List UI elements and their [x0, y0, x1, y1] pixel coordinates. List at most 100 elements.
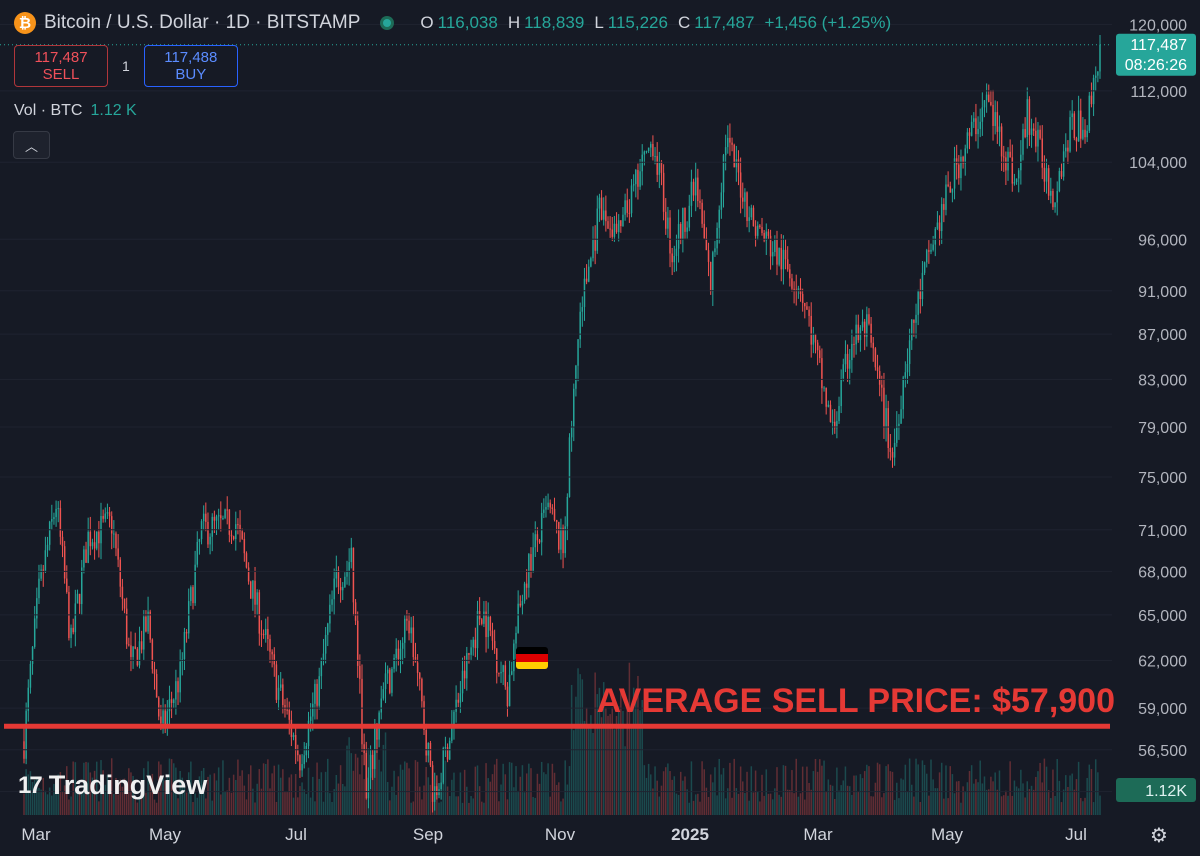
- volume-bar: [356, 757, 359, 815]
- candle-body: [177, 681, 179, 693]
- volume-bar: [1092, 802, 1095, 815]
- candle-body: [183, 632, 186, 660]
- volume-bar: [731, 797, 733, 815]
- candle-body: [442, 747, 445, 783]
- volume-bar: [478, 786, 481, 815]
- candle-body: [996, 112, 999, 132]
- symbol-header[interactable]: ₿ Bitcoin / U.S. Dollar · 1D · BITSTAMP …: [14, 12, 897, 34]
- volume-bar: [853, 775, 855, 815]
- candle-body: [500, 671, 502, 674]
- volume-legend[interactable]: Vol · BTC 1.12 K: [14, 102, 137, 120]
- volume-bar: [900, 778, 902, 815]
- candle-body: [1099, 44, 1101, 72]
- sell-button[interactable]: 117,487 SELL: [14, 45, 108, 87]
- candle-body: [312, 703, 314, 717]
- gear-icon[interactable]: ⚙: [1150, 824, 1168, 847]
- volume-bar: [656, 780, 658, 815]
- candle-body: [819, 350, 821, 359]
- candle-body: [857, 324, 860, 341]
- candle-body: [848, 360, 851, 369]
- volume-bar: [519, 776, 522, 815]
- time-tick-label: Mar: [803, 825, 833, 844]
- volume-bar: [962, 786, 964, 815]
- volume-bar: [222, 760, 224, 815]
- volume-bar: [870, 796, 872, 815]
- candle-body: [782, 249, 785, 270]
- candle-body: [645, 150, 648, 152]
- candle-body: [252, 580, 254, 599]
- volume-bar: [590, 715, 592, 815]
- volume-bar: [331, 801, 333, 815]
- collapse-legend-button[interactable]: ︿: [13, 131, 50, 159]
- candle-body: [898, 423, 900, 426]
- market-status-icon[interactable]: [380, 16, 395, 30]
- candle-body: [534, 534, 537, 548]
- candle-body: [964, 148, 966, 164]
- volume-bar: [953, 793, 956, 815]
- buy-button[interactable]: 117,488 BUY: [143, 45, 238, 87]
- candle-body: [739, 172, 742, 198]
- candle-body: [940, 204, 943, 232]
- symbol-title[interactable]: Bitcoin / U.S. Dollar · 1D · BITSTAMP: [44, 12, 361, 33]
- candle-body: [316, 683, 318, 706]
- candle-body: [883, 387, 885, 428]
- volume-bar: [540, 761, 543, 815]
- volume-bar: [545, 774, 547, 815]
- volume-bar: [1000, 796, 1003, 815]
- candle-body: [380, 698, 382, 713]
- candle-body: [562, 527, 564, 554]
- candle-body: [91, 542, 94, 547]
- volume-bar: [504, 774, 507, 815]
- order-quantity[interactable]: 1: [122, 58, 130, 74]
- volume-bar: [819, 759, 821, 815]
- volume-bar: [866, 764, 868, 815]
- volume-bar: [532, 797, 534, 815]
- candle-body: [1075, 138, 1078, 142]
- candle-body: [271, 651, 273, 655]
- volume-bar: [671, 779, 673, 815]
- candle-body: [327, 623, 329, 635]
- candle-body: [551, 507, 554, 509]
- volume-bar: [776, 767, 778, 815]
- candle-body: [425, 730, 427, 756]
- candle-body: [904, 372, 907, 378]
- volume-bar: [211, 800, 213, 815]
- candle-body: [117, 548, 119, 560]
- candle-body: [314, 683, 316, 704]
- time-axis[interactable]: Mar May Jul Sep Nov 2025 Mar May Jul: [21, 825, 1087, 844]
- candle-body: [945, 184, 947, 210]
- volume-bar: [40, 789, 42, 815]
- flag-stripe-gold: [516, 661, 548, 669]
- volume-bar: [487, 778, 489, 815]
- volume-bar: [185, 792, 188, 815]
- volume-bar: [945, 765, 947, 815]
- volume-bar: [727, 788, 729, 815]
- price-tick-label: 96,000: [1138, 232, 1187, 249]
- volume-bar: [844, 766, 847, 815]
- candle-body: [677, 224, 680, 249]
- volume-bar: [339, 765, 342, 815]
- volume-bar: [797, 796, 800, 815]
- volume-bar: [457, 796, 459, 815]
- tradingview-wordmark: TradingView: [48, 770, 208, 800]
- price-axis[interactable]: 120,000 112,000 104,000 96,000 91,000 87,000 8…: [0, 17, 1187, 802]
- volume-bar: [220, 794, 222, 815]
- candle-body: [587, 266, 590, 282]
- candle-body: [93, 542, 96, 549]
- volume-bar: [990, 776, 992, 815]
- volume-bar: [337, 783, 340, 815]
- ohlc-close-label: C: [677, 13, 691, 32]
- candle-body: [1097, 71, 1099, 76]
- volume-bar: [938, 772, 941, 815]
- candle-body: [382, 689, 385, 699]
- volume-bar: [979, 760, 981, 815]
- volume-bar: [735, 788, 738, 815]
- volume-bar: [463, 769, 466, 815]
- candle-body: [386, 669, 389, 674]
- volume-bar: [970, 765, 973, 815]
- candle-body: [406, 618, 408, 621]
- tradingview-logo[interactable]: 17 TradingView: [18, 770, 207, 801]
- volume-bar: [74, 762, 77, 815]
